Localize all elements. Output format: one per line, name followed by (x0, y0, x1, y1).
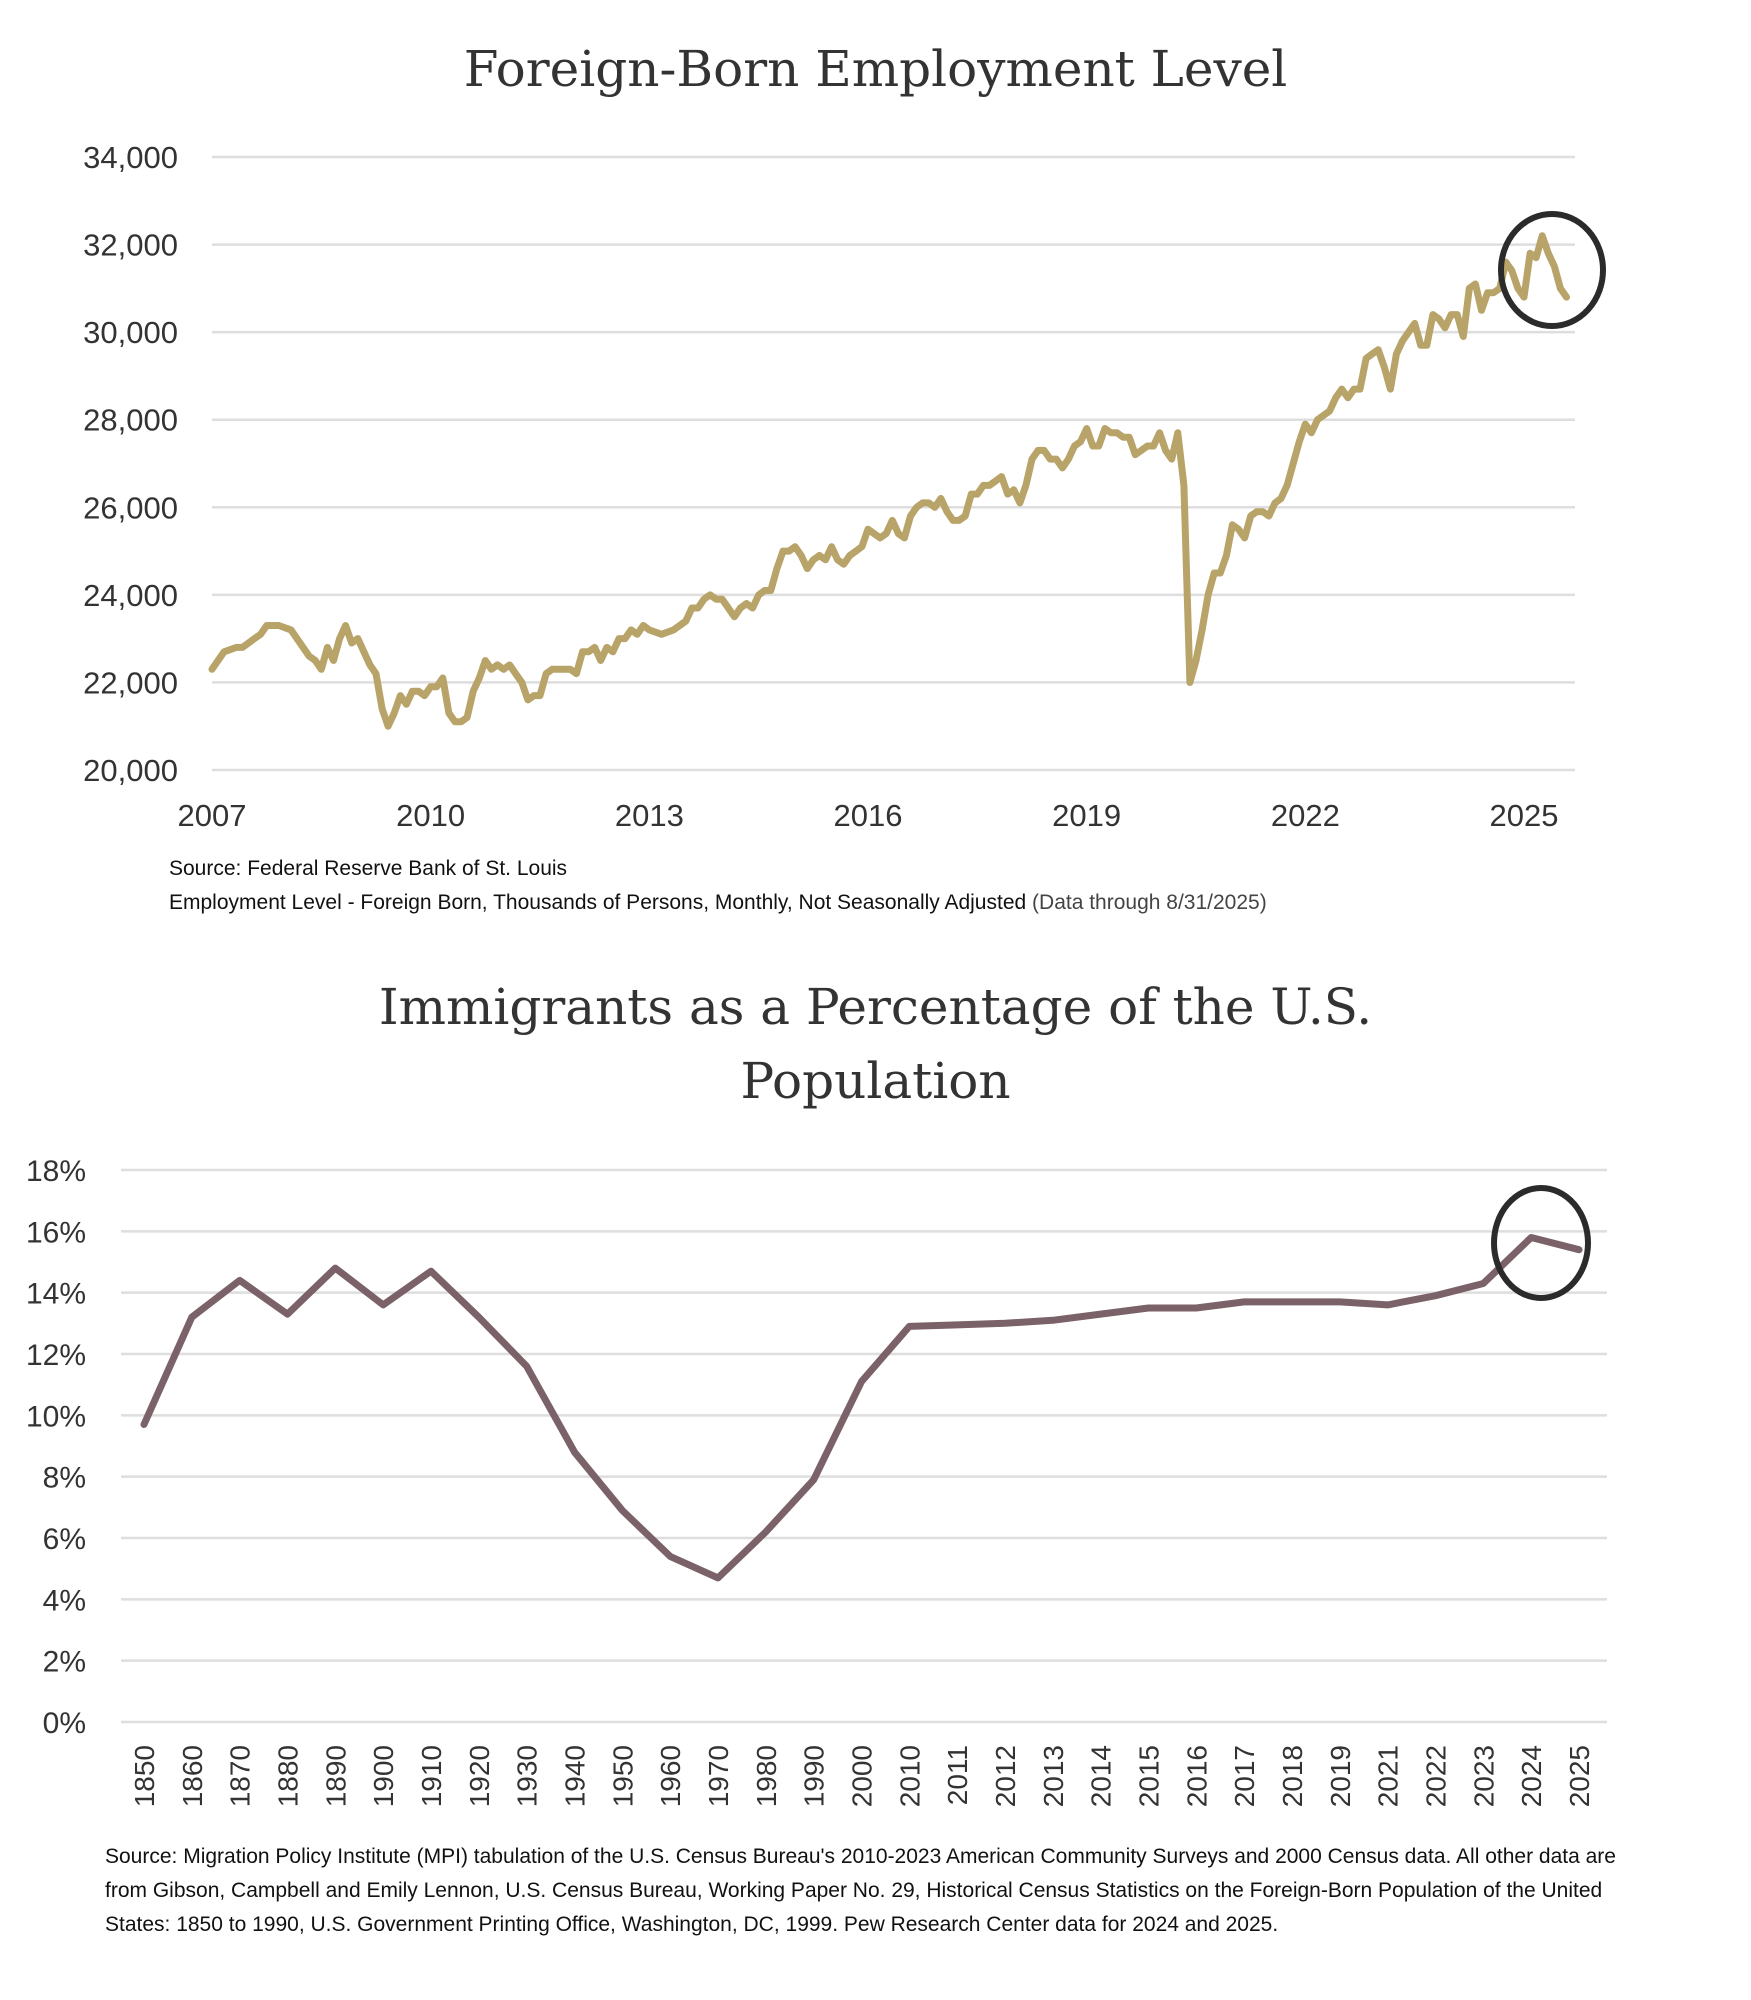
chart1-y-tick-label: 28,000 (83, 403, 178, 438)
chart2-x-tick-label: 1960 (655, 1745, 686, 1807)
chart1-x-tick-label: 2022 (1271, 798, 1340, 833)
chart1-y-tick-label: 20,000 (83, 753, 178, 788)
chart2-x-tick-label: 2011 (942, 1745, 973, 1805)
chart2-x-tick-label: 2024 (1516, 1745, 1547, 1807)
chart2-y-tick-label: 6% (43, 1523, 86, 1556)
chart1-y-tick-label: 34,000 (83, 140, 178, 175)
chart1-series-description: Employment Level - Foreign Born, Thousan… (169, 891, 1027, 914)
chart2-x-tick-label: 2019 (1325, 1745, 1356, 1807)
chart2-x-tick-label: 1940 (560, 1745, 591, 1807)
chart2-x-tick-label: 1890 (320, 1745, 351, 1807)
chart1-source-details: Employment Level - Foreign Born, Thousan… (169, 891, 1267, 915)
chart2-x-tick-label: 2014 (1086, 1745, 1117, 1807)
chart2-x-tick-label: 1870 (225, 1745, 256, 1807)
chart2-series-line (140, 1234, 1583, 1582)
chart1-x-tick-label: 2016 (834, 798, 903, 833)
chart2-x-tick-label: 2012 (990, 1745, 1021, 1807)
chart2-source: Source: Migration Policy Institute (MPI)… (105, 1845, 1616, 1936)
chart1-source: Source: Federal Reserve Bank of St. Loui… (169, 857, 568, 880)
chart2-x-tick-label: 2010 (894, 1745, 925, 1807)
chart1-y-tick-label: 24,000 (83, 578, 178, 613)
chart2-y-tick-label: 12% (26, 1339, 86, 1372)
chart1-y-tick-label: 30,000 (83, 315, 178, 350)
chart2-x-tick-label: 1980 (751, 1745, 782, 1807)
chart2-x-tick-label: 1900 (368, 1745, 399, 1807)
chart2-x-tick-label: 1910 (416, 1745, 447, 1807)
chart1-y-tick-label: 22,000 (83, 665, 178, 700)
chart2-x-tick-label: 1930 (512, 1745, 543, 1807)
chart2-x-tick-label: 2023 (1468, 1745, 1499, 1807)
chart2-y-tick-label: 10% (26, 1400, 86, 1433)
chart2-x-tick-label: 2013 (1038, 1745, 1069, 1807)
chart2-y-tick-label: 8% (43, 1462, 86, 1495)
chart2-x-tick-label: 1860 (177, 1745, 208, 1807)
chart1-x-tick-label: 2019 (1052, 798, 1121, 833)
chart1-data-through-note: (Data through 8/31/2025) (1032, 891, 1267, 914)
chart2-highlight-circle (1491, 1185, 1591, 1301)
chart2-x-tick-label: 2025 (1564, 1745, 1595, 1807)
chart1-x-tick-label: 2013 (615, 798, 684, 833)
chart1-title: Foreign-Born Employment Level (463, 40, 1288, 98)
chart2-y-tick-label: 0% (43, 1707, 86, 1740)
chart2-title-line2: Population (740, 1052, 1011, 1110)
chart2-x-tick-label: 1920 (464, 1745, 495, 1807)
chart1-y-tick-label: 32,000 (83, 228, 178, 263)
chart1-y-tick-label: 26,000 (83, 490, 178, 525)
chart2-x-tick-label: 1850 (129, 1745, 160, 1807)
chart2-x-tick-label: 2022 (1421, 1745, 1452, 1807)
chart2-x-tick-label: 2017 (1229, 1745, 1260, 1807)
chart1-highlight-circle (1498, 211, 1606, 329)
chart2-x-tick-label: 2021 (1373, 1745, 1404, 1807)
chart2-x-tick-label: 1880 (273, 1745, 304, 1807)
chart1-series-line (208, 232, 1570, 730)
chart1-x-tick-label: 2007 (178, 798, 247, 833)
chart2-x-tick-label: 2000 (847, 1745, 878, 1807)
chart2-x-tick-label: 1950 (607, 1745, 638, 1807)
chart2-x-tick-label: 2018 (1277, 1745, 1308, 1807)
chart2-y-tick-label: 14% (26, 1278, 86, 1311)
chart2-x-tick-label: 2016 (1181, 1745, 1212, 1807)
chart2-y-tick-label: 2% (43, 1646, 86, 1679)
chart2-x-tick-label: 1970 (703, 1745, 734, 1807)
chart2-x-tick-label: 2015 (1134, 1745, 1165, 1807)
chart2-y-tick-label: 18% (26, 1155, 86, 1188)
chart2-y-tick-label: 16% (26, 1216, 86, 1249)
chart2-title-line1: Immigrants as a Percentage of the U.S. (378, 978, 1373, 1036)
chart1-x-tick-label: 2025 (1490, 798, 1559, 833)
chart2-x-tick-label: 1990 (799, 1745, 830, 1807)
chart2-y-tick-label: 4% (43, 1584, 86, 1617)
chart1-x-tick-label: 2010 (396, 798, 465, 833)
